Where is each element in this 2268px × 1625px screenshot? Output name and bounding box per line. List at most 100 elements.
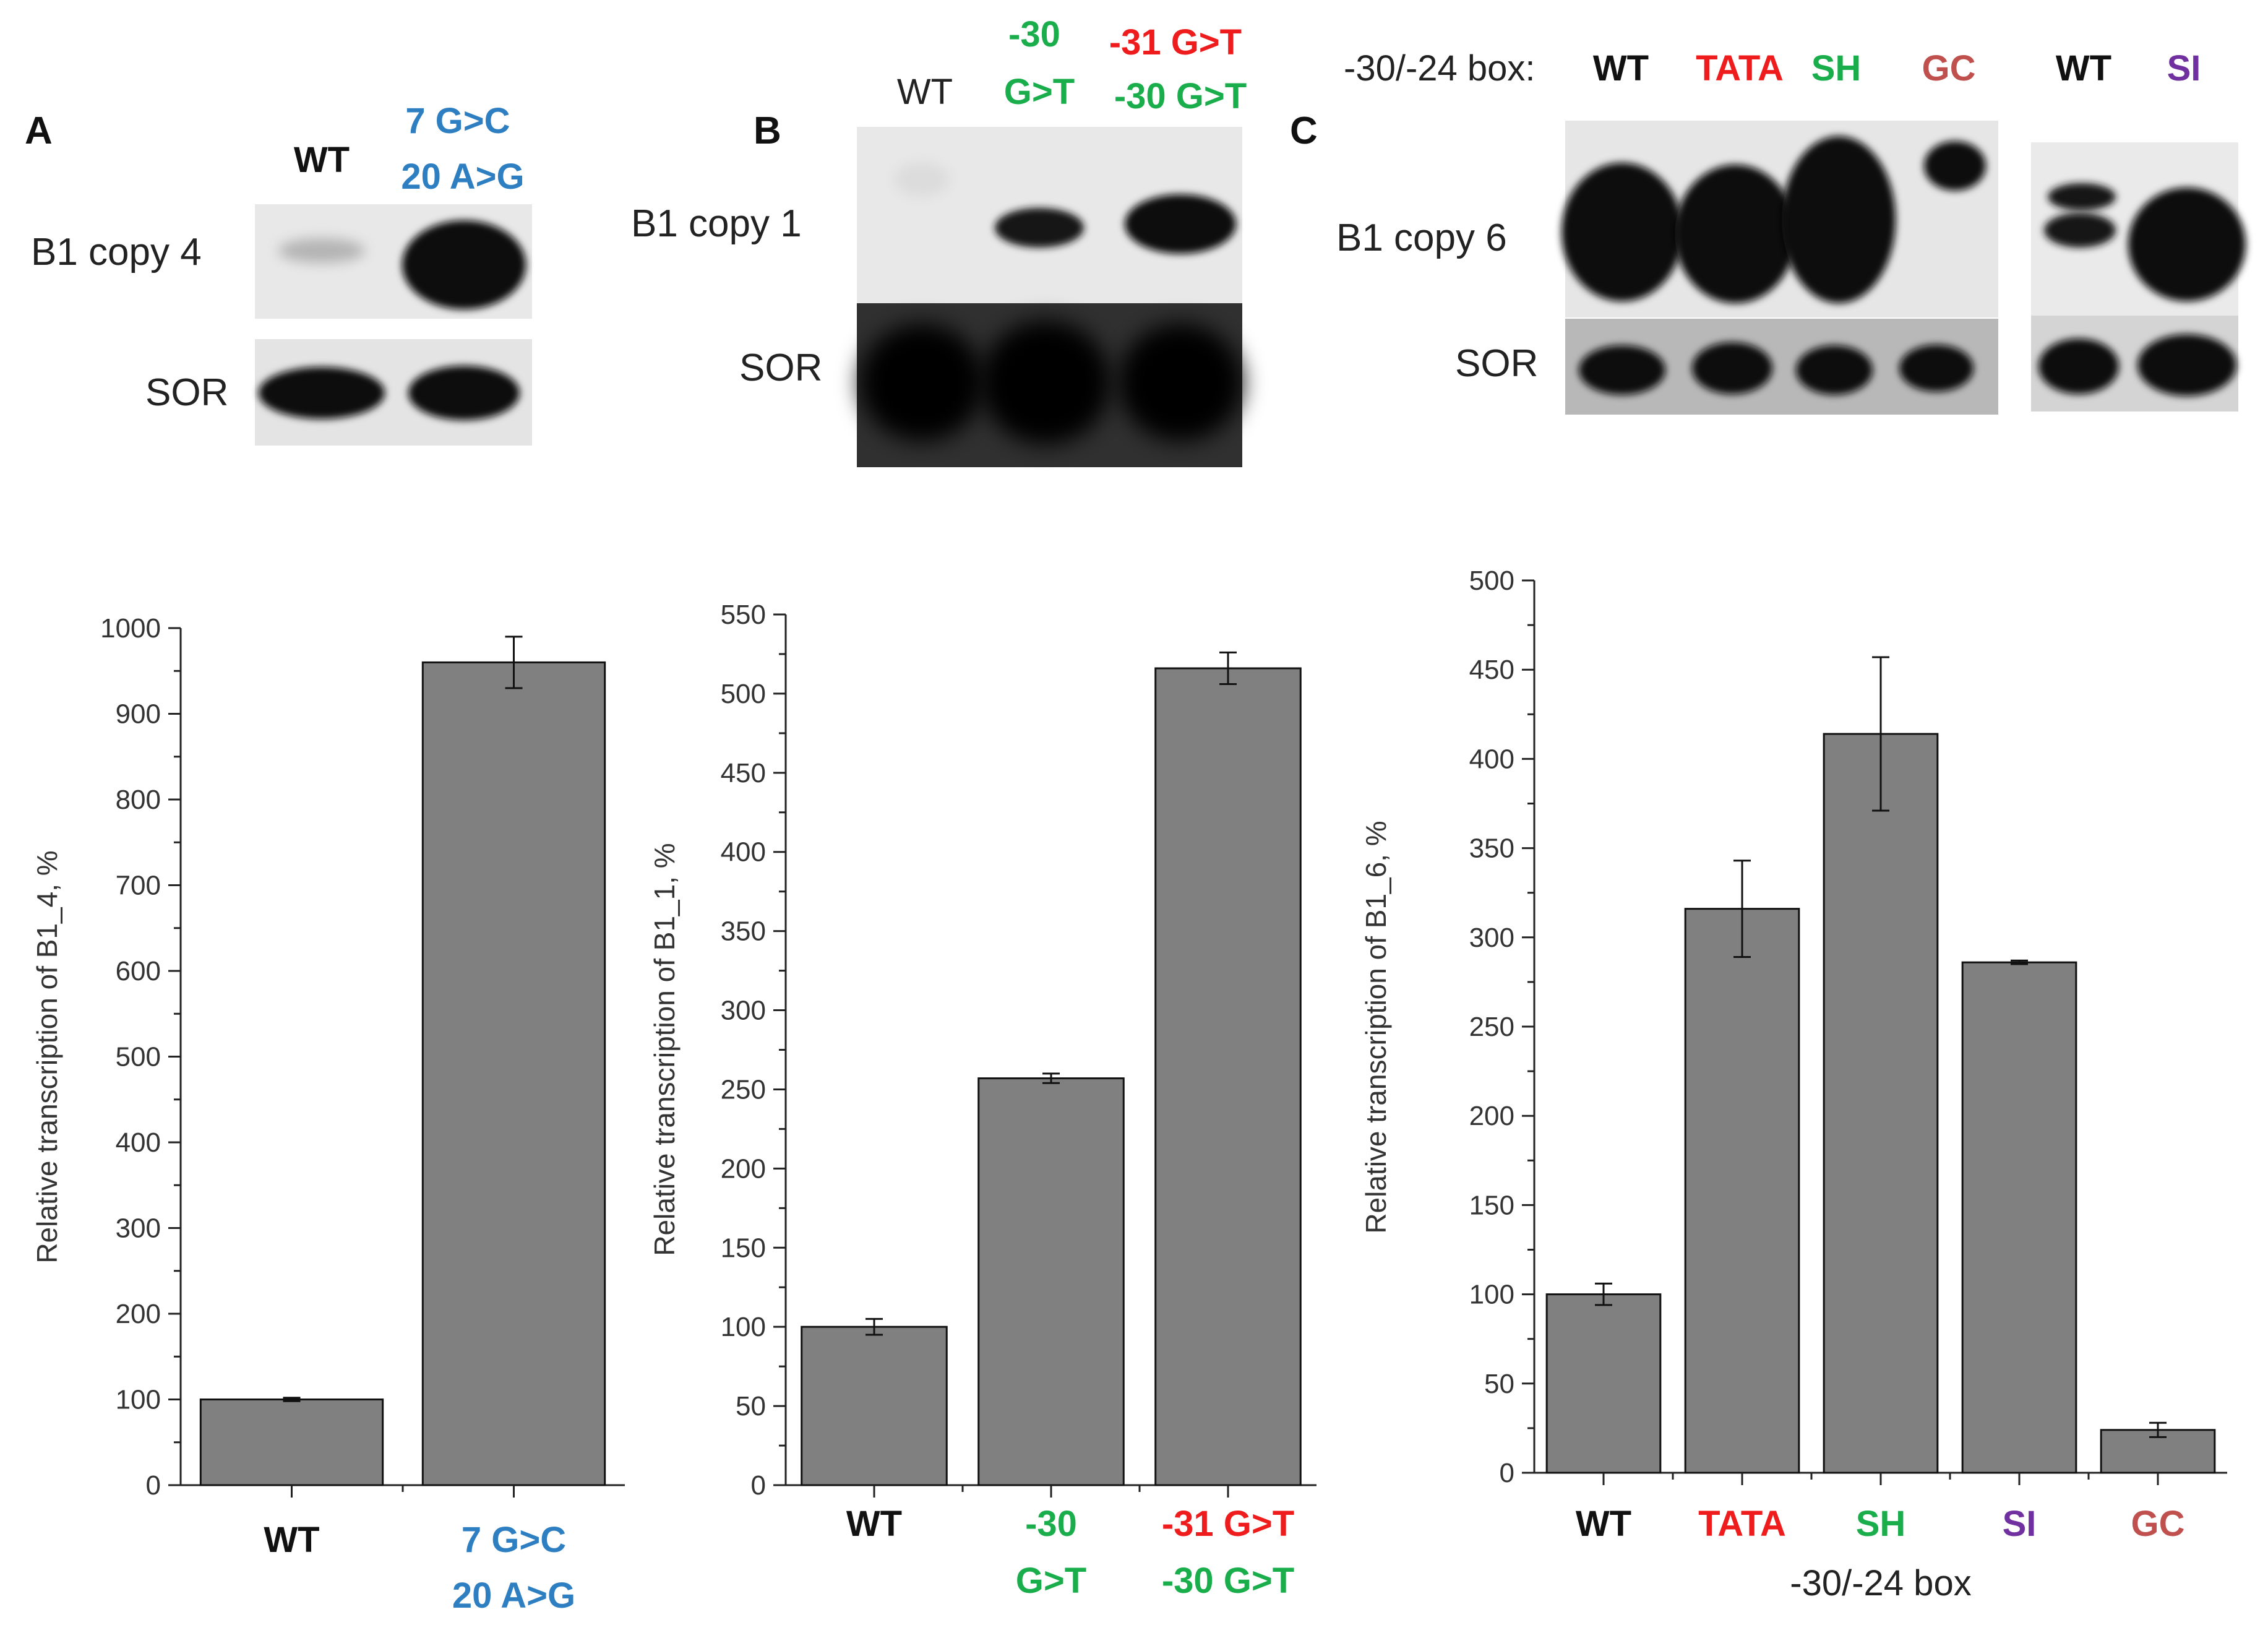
chart0-ytick-label: 0 xyxy=(146,1470,161,1501)
chart1-category-label: -30 G>T xyxy=(1162,1561,1294,1601)
panel-b-lane-30-line1: -30 xyxy=(1008,14,1060,54)
chart2-ytick-label: 0 xyxy=(1500,1458,1514,1488)
panel-a-letter: A xyxy=(25,110,53,152)
panel-a-chart: 0 100 200 300 400 500 600 700 800 900 1000 Relative… xyxy=(31,613,625,1616)
panel-a-sor-band-wt xyxy=(259,367,385,419)
chart1-ylabel: Relative transcription of B1_1, % xyxy=(648,843,681,1256)
chart1-ytick-label: 400 xyxy=(721,837,766,868)
chart1-ytick-label: 300 xyxy=(721,996,766,1026)
panel-c-sor-band-si xyxy=(2137,334,2236,396)
panel-b-sor-band-30 xyxy=(981,321,1110,444)
panel-c-lane-sh-line1: SH xyxy=(1811,48,1862,88)
panel-c-header-prefix: -30/-24 box: xyxy=(1344,48,1536,88)
chart1-bar xyxy=(977,1077,1125,1486)
chart0-ytick-label: 1000 xyxy=(100,613,161,644)
panel-c-b1-band-wt2-lower xyxy=(2044,213,2116,248)
chart1-ytick-label: 200 xyxy=(721,1153,766,1184)
chart2-ytick-label: 200 xyxy=(1469,1101,1514,1131)
panel-b-sor-band-wt xyxy=(860,324,984,441)
panel-b-b1-band-wt xyxy=(894,162,950,197)
chart1-ytick-label: 450 xyxy=(721,758,766,788)
chart2-ytick-label: 50 xyxy=(1484,1369,1514,1399)
chart0-ytick-label: 800 xyxy=(116,785,161,815)
panel-b-blot: B WT -30 G>T -31 G>T -30 G>T B1 copy 1 S… xyxy=(631,14,1252,467)
chart0-ytick-label: 200 xyxy=(116,1299,161,1329)
chart1-category-label: WT xyxy=(846,1504,902,1544)
chart1-category-label: -31 G>T xyxy=(1162,1504,1294,1544)
chart2-ylabel: Relative transcription of B1_6, % xyxy=(1360,821,1392,1233)
panel-b-lane-30-line2: G>T xyxy=(1004,72,1075,112)
panel-c-b1-band-gc xyxy=(1924,141,1986,191)
panel-a-row-b1: B1 copy 4 xyxy=(31,231,202,274)
chart1-bar xyxy=(801,1325,948,1486)
chart1-ytick-label: 100 xyxy=(721,1312,766,1342)
chart2-ytick-label: 450 xyxy=(1469,655,1514,685)
panel-b-row-b1: B1 copy 1 xyxy=(631,202,802,245)
panel-c-lane-gc-line1: GC xyxy=(1922,48,1976,88)
chart2-ytick-label: 100 xyxy=(1469,1280,1514,1310)
panel-a-lane-mut-line1: 7 G>C xyxy=(405,101,510,141)
panel-b-row-sor: SOR xyxy=(739,347,822,389)
chart2-category-label: SH xyxy=(1856,1504,1906,1544)
chart0-ytick-label: 300 xyxy=(116,1213,161,1244)
panel-c-chart: 0 50 100 150 200 250 300 350 400 450 500 Relative t… xyxy=(1360,566,2227,1603)
panel-b-letter: B xyxy=(754,110,781,152)
chart2-category-label: WT xyxy=(1576,1504,1631,1544)
panel-c-sor-band-sh xyxy=(1796,345,1873,395)
chart0-ytick-label: 900 xyxy=(116,699,161,730)
panel-c-b1-band-si xyxy=(2128,188,2246,301)
panel-c-sor-band-gc xyxy=(1899,345,1974,392)
chart0-ytick-label: 500 xyxy=(116,1042,161,1072)
panel-b-b1-band-31 xyxy=(1125,194,1236,254)
chart2-ytick-label: 400 xyxy=(1469,744,1514,774)
panel-b-sor-band-31 xyxy=(1119,324,1242,441)
panel-c-blot: C -30/-24 box: WT TATA SH GC WT SI B1 co… xyxy=(1290,48,2246,415)
chart0-category-label: 7 G>C xyxy=(462,1520,566,1560)
panel-c-lane-sh: SH xyxy=(1811,48,1862,88)
chart1-ytick-label: 50 xyxy=(736,1391,766,1421)
chart1-ytick-label: 250 xyxy=(721,1074,766,1105)
panel-b-b1-band-30 xyxy=(995,208,1084,248)
chart2-ytick-label: 300 xyxy=(1469,923,1514,953)
panel-b-chart: 0 50 100 150 200 250 300 350 400 450 500 550 Relativ… xyxy=(648,600,1317,1601)
chart1-bar xyxy=(1154,667,1302,1486)
panel-b-lane-31-line1: -31 G>T xyxy=(1109,22,1242,62)
panel-c-lane-wt2: WT xyxy=(2056,48,2111,88)
panel-a-lane-wt-line1: WT xyxy=(294,140,350,180)
panel-c-b1-band-tata xyxy=(1675,165,1796,303)
panel-c-lane-si-line1: SI xyxy=(2167,48,2201,88)
chart2-category-label: SI xyxy=(2003,1504,2037,1544)
chart0-ytick-label: 400 xyxy=(116,1127,161,1158)
panel-b-lane-31-line2: -30 G>T xyxy=(1114,76,1247,116)
panel-b-lane-31: -31 G>T -30 G>T xyxy=(1109,22,1252,116)
chart0-ytick-label: 700 xyxy=(116,871,161,901)
chart2-bar xyxy=(1961,961,2077,1474)
chart1-ytick-label: 0 xyxy=(751,1470,766,1501)
panel-b-lane-30: -30 G>T xyxy=(1004,14,1075,112)
panel-c-lane-gc: GC xyxy=(1922,48,1976,88)
chart2-xlabel: -30/-24 box xyxy=(1790,1563,1971,1603)
panel-a-sor-band-mut xyxy=(408,366,520,420)
panel-a-lane-mut: 7 G>C 20 A>G xyxy=(401,101,524,197)
panel-c-lane-wt2-line1: WT xyxy=(2056,48,2111,88)
panel-c-row-b1: B1 copy 6 xyxy=(1336,217,1507,259)
chart2-ytick-label: 250 xyxy=(1469,1012,1514,1042)
panel-a-blot: A WT 7 G>C 20 A>G B1 copy 4 SOR xyxy=(25,101,532,446)
chart2-bar xyxy=(1545,1293,1662,1474)
chart0-bar xyxy=(199,1399,384,1486)
chart2-ytick-label: 500 xyxy=(1469,566,1514,596)
panel-a-lane-wt: WT xyxy=(294,140,350,180)
chart0-ytick-label: 600 xyxy=(116,956,161,986)
panel-c-row-sor: SOR xyxy=(1455,342,1538,385)
panel-c-lane-si: SI xyxy=(2167,48,2201,88)
chart2-bar xyxy=(1684,908,1800,1474)
panel-c-b1-band-sh xyxy=(1782,136,1896,303)
panel-c-lane-tata: TATA xyxy=(1696,48,1784,88)
panel-c-sor-band-wt xyxy=(1579,345,1665,395)
chart0-ytick-label: 100 xyxy=(116,1385,161,1415)
chart2-ytick-label: 150 xyxy=(1469,1190,1514,1220)
chart1-ytick-label: 350 xyxy=(721,916,766,947)
chart1-category-label: G>T xyxy=(1016,1561,1086,1601)
panel-c-lane-tata-line1: TATA xyxy=(1696,48,1784,88)
